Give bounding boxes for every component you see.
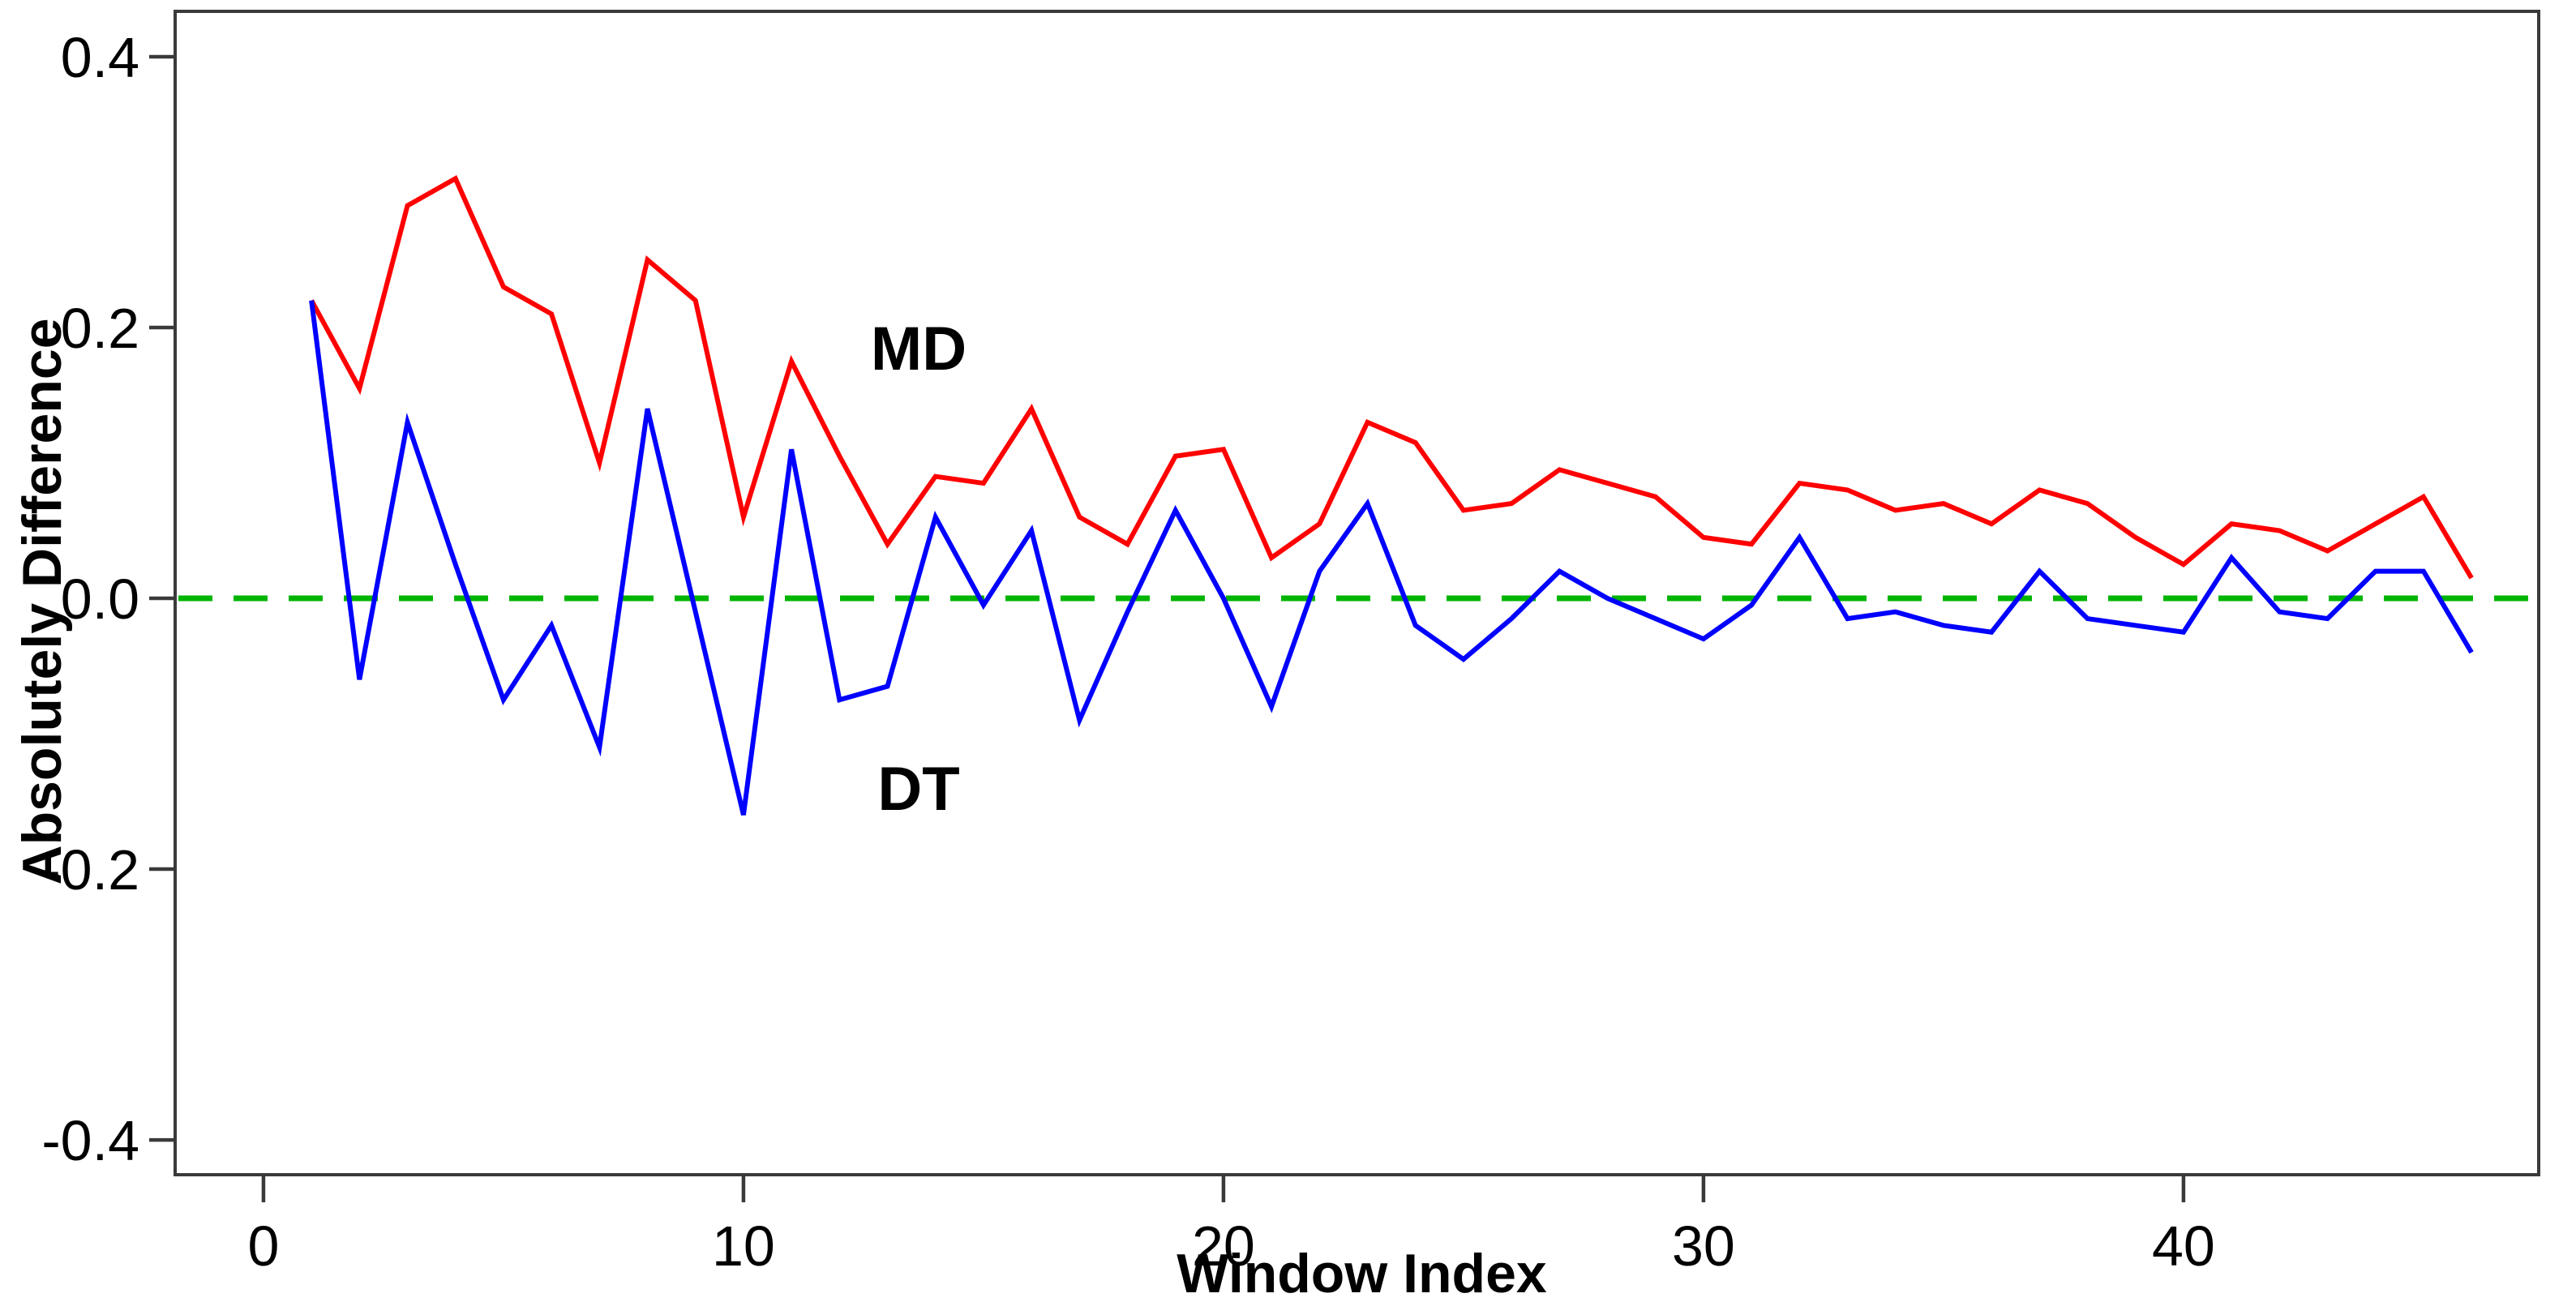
x-axis-title: Window Index xyxy=(1177,1243,1547,1302)
x-tick-label: 30 xyxy=(1672,1214,1735,1278)
dt-line xyxy=(309,300,2474,816)
x-tick-label: 0 xyxy=(247,1214,279,1278)
y-axis-title: Absolutely Difference xyxy=(11,318,73,884)
y-tick-label: 0.4 xyxy=(61,26,139,89)
md-line xyxy=(309,175,2474,580)
x-tick-label: 10 xyxy=(712,1214,775,1278)
md-series-label: MD xyxy=(871,315,967,383)
data-series-group xyxy=(309,175,2474,816)
axis-ticks: 0.4 0.2 0.0 -0.2 -0.4 0 10 20 30 40 xyxy=(41,26,2214,1278)
y-tick-label: -0.2 xyxy=(41,838,139,902)
y-tick-label: -0.4 xyxy=(41,1109,139,1172)
x-tick-label: 20 xyxy=(1192,1214,1255,1278)
dt-series-label: DT xyxy=(877,755,959,824)
y-tick-label: 0.0 xyxy=(61,567,139,631)
plot-border-box xyxy=(174,10,2540,1176)
x-tick-label: 40 xyxy=(2152,1214,2215,1278)
y-tick-label: 0.2 xyxy=(61,297,139,360)
